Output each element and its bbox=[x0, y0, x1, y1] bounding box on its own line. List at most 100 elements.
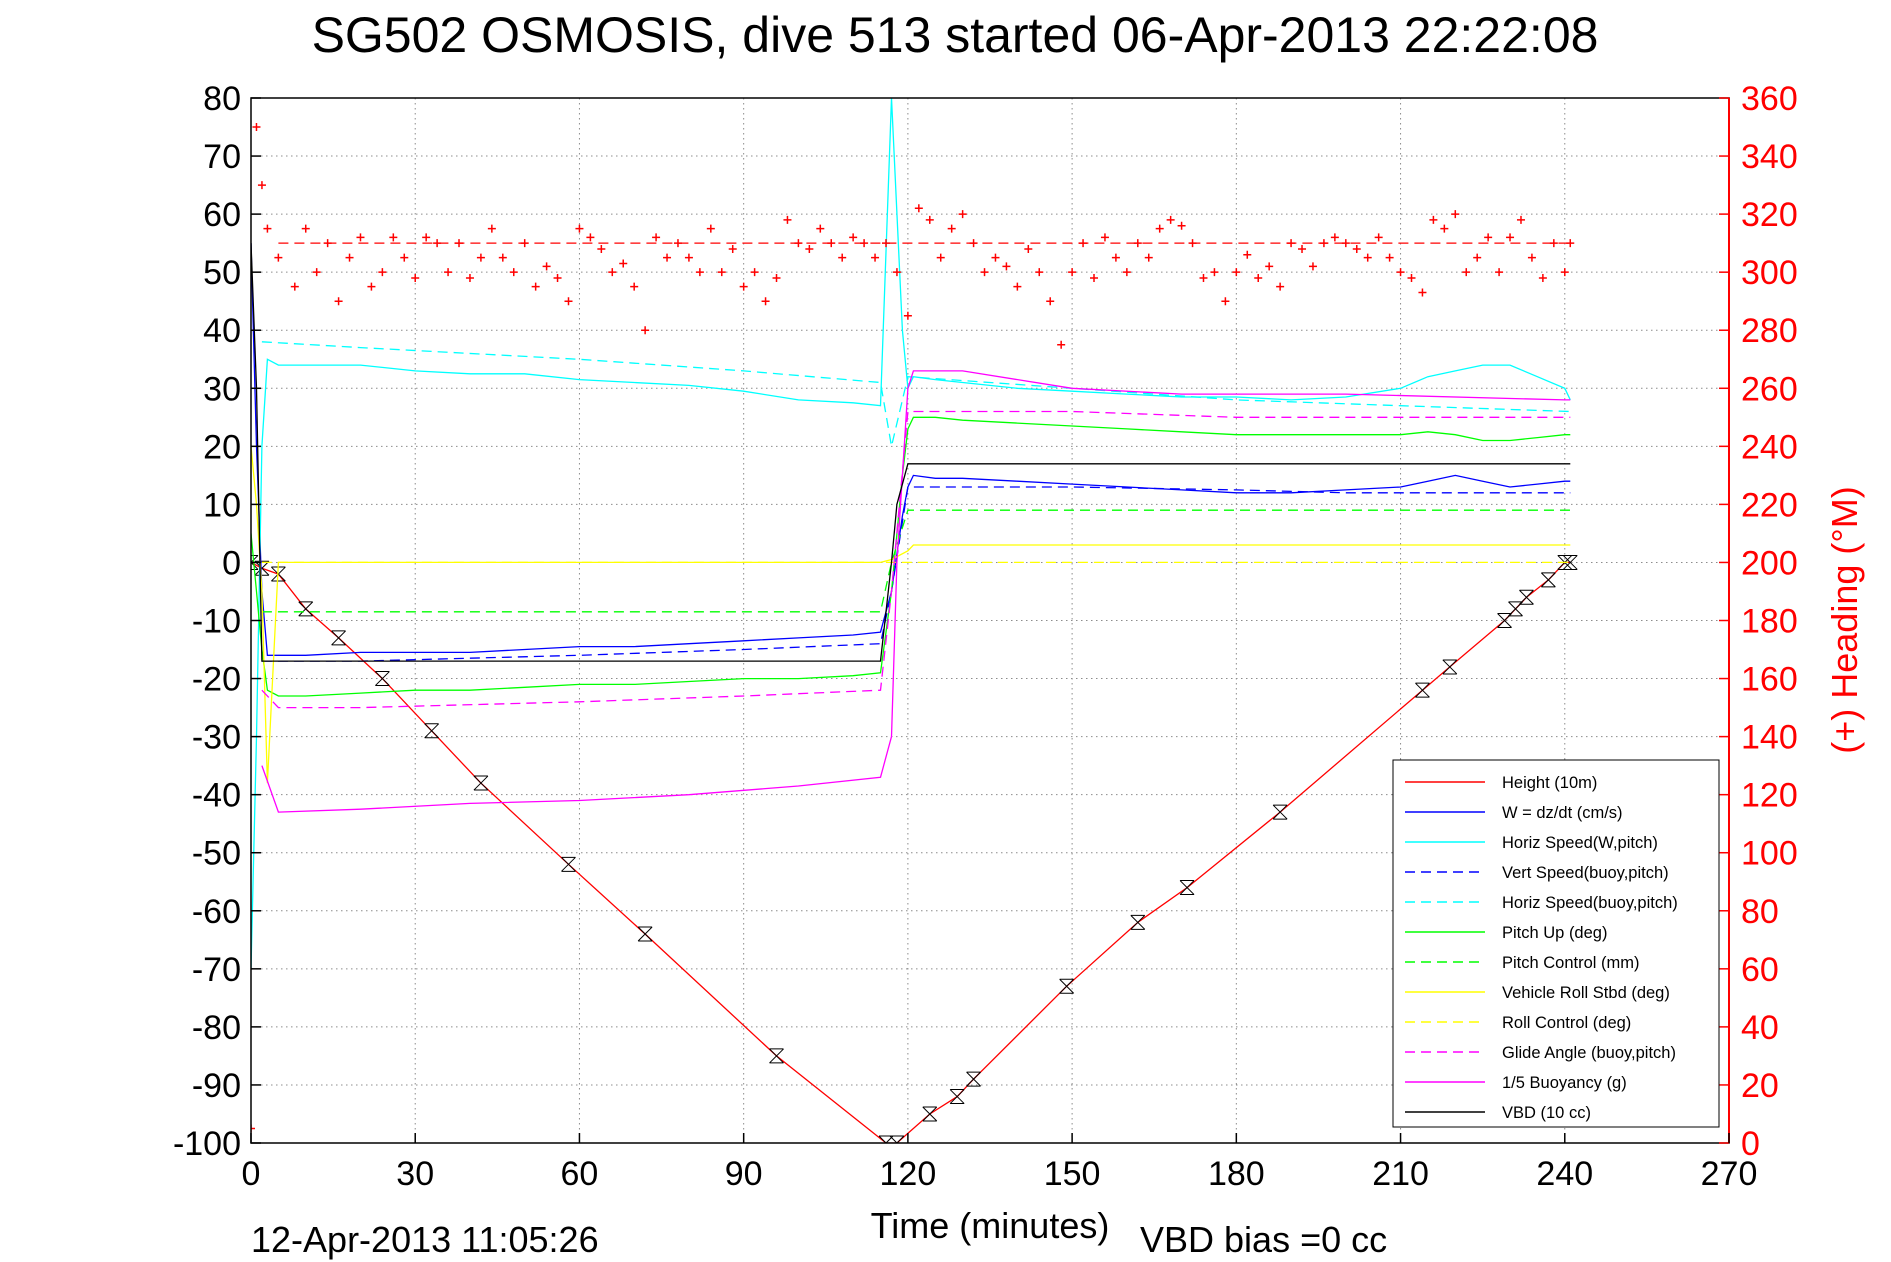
y-tick-label: -80 bbox=[192, 1009, 241, 1047]
heading-point bbox=[274, 253, 283, 262]
heading-point bbox=[389, 233, 398, 242]
heading-point bbox=[553, 273, 562, 282]
series-line bbox=[251, 243, 1571, 662]
heading-point bbox=[487, 224, 496, 233]
heading-point bbox=[717, 268, 726, 277]
heading-point bbox=[1308, 262, 1317, 271]
heading-point bbox=[1506, 233, 1515, 242]
heading-point bbox=[750, 268, 759, 277]
heading-point bbox=[1013, 282, 1022, 291]
heading-point bbox=[1374, 233, 1383, 242]
legend-label: VBD (10 cc) bbox=[1502, 1104, 1591, 1122]
heading-point bbox=[1166, 215, 1175, 224]
right-tick-label: 200 bbox=[1741, 544, 1798, 582]
series-line bbox=[261, 370, 1571, 813]
heading-point bbox=[761, 297, 770, 306]
heading-point bbox=[1495, 268, 1504, 277]
y-tick-label: -40 bbox=[192, 777, 241, 815]
heading-point bbox=[1002, 262, 1011, 271]
heading-point bbox=[1462, 268, 1471, 277]
heading-point bbox=[1177, 221, 1186, 230]
heading-point bbox=[465, 273, 474, 282]
heading-point bbox=[1276, 282, 1285, 291]
heading-point bbox=[925, 215, 934, 224]
heading-point bbox=[1429, 215, 1438, 224]
legend: Height (10m) W = dz/dt (cm/s) Horiz Speed(… bbox=[1392, 759, 1720, 1128]
legend-label: Roll Control (deg) bbox=[1502, 1014, 1631, 1032]
x-axis-label: Time (minutes) bbox=[871, 1205, 1110, 1246]
height-point bbox=[949, 1089, 965, 1105]
heading-point bbox=[936, 253, 945, 262]
heading-point bbox=[1538, 273, 1547, 282]
x-tick-label: 150 bbox=[1044, 1155, 1101, 1193]
height-point bbox=[637, 926, 653, 942]
heading-point bbox=[991, 253, 1000, 262]
y-tick-label: -30 bbox=[192, 719, 241, 757]
y-tick-label: 50 bbox=[203, 254, 241, 292]
heading-point bbox=[411, 273, 420, 282]
legend-label: Horiz Speed(buoy,pitch) bbox=[1502, 894, 1678, 912]
right-tick-label: 60 bbox=[1741, 951, 1779, 989]
height-point bbox=[1562, 554, 1578, 570]
heading-point bbox=[1035, 268, 1044, 277]
heading-point bbox=[367, 282, 376, 291]
heading-point bbox=[619, 259, 628, 268]
heading-point bbox=[838, 253, 847, 262]
right-tick-label: 260 bbox=[1741, 370, 1798, 408]
height-point bbox=[375, 671, 390, 687]
heading-point bbox=[1265, 262, 1274, 271]
x-tick-label: 30 bbox=[396, 1155, 434, 1193]
heading-point bbox=[1144, 253, 1153, 262]
height-point bbox=[1059, 978, 1074, 994]
right-tick-label: 360 bbox=[1741, 80, 1798, 118]
heading-point bbox=[783, 215, 792, 224]
x-tick-label: 210 bbox=[1372, 1155, 1429, 1193]
heading-point bbox=[849, 233, 858, 242]
heading-point bbox=[805, 244, 814, 253]
heading-point bbox=[663, 253, 672, 262]
heading-point bbox=[251, 1124, 255, 1133]
heading-point bbox=[1068, 268, 1077, 277]
heading-point bbox=[575, 224, 584, 233]
legend-label: W = dz/dt (cm/s) bbox=[1502, 804, 1623, 822]
heading-point bbox=[312, 268, 321, 277]
right-tick-label: 80 bbox=[1741, 893, 1779, 931]
heading-point bbox=[1243, 250, 1252, 259]
x-tick-label: 60 bbox=[561, 1155, 599, 1193]
heading-point bbox=[1298, 244, 1307, 253]
heading-point bbox=[914, 204, 923, 213]
height-point bbox=[769, 1048, 784, 1064]
legend-label: Pitch Control (mm) bbox=[1502, 954, 1640, 972]
plot-area bbox=[251, 98, 1578, 1143]
y-tick-label: 70 bbox=[203, 138, 241, 176]
heading-point bbox=[422, 233, 431, 242]
right-tick-label: 300 bbox=[1741, 254, 1798, 292]
heading-point bbox=[728, 244, 737, 253]
x-tick-label: 0 bbox=[242, 1155, 261, 1193]
height-point bbox=[1541, 572, 1556, 588]
x-tick-label: 240 bbox=[1536, 1155, 1593, 1193]
heading-point bbox=[301, 224, 310, 233]
legend-box bbox=[1392, 759, 1720, 1128]
heading-point bbox=[476, 253, 485, 262]
height-point bbox=[473, 775, 489, 791]
right-axis-label: (+) Heading (°M) bbox=[1824, 486, 1865, 753]
heading-point bbox=[1232, 268, 1241, 277]
heading-point bbox=[695, 268, 704, 277]
heading-point bbox=[1473, 253, 1482, 262]
x-tick-label: 180 bbox=[1208, 1155, 1265, 1193]
heading-point bbox=[1407, 273, 1416, 282]
heading-point bbox=[334, 297, 343, 306]
heading-point bbox=[739, 282, 748, 291]
y-tick-label: 60 bbox=[203, 196, 241, 234]
heading-point bbox=[1560, 268, 1569, 277]
heading-point bbox=[1210, 268, 1219, 277]
y-tick-label: -100 bbox=[173, 1125, 241, 1163]
footer-timestamp: 12-Apr-2013 11:05:26 bbox=[251, 1219, 599, 1260]
y-tick-label: 40 bbox=[203, 312, 241, 350]
series-line bbox=[251, 98, 1571, 969]
heading-point bbox=[1527, 253, 1536, 262]
heading-point bbox=[356, 233, 365, 242]
y-tick-label: -60 bbox=[192, 893, 241, 931]
y-tick-label: 20 bbox=[203, 428, 241, 466]
